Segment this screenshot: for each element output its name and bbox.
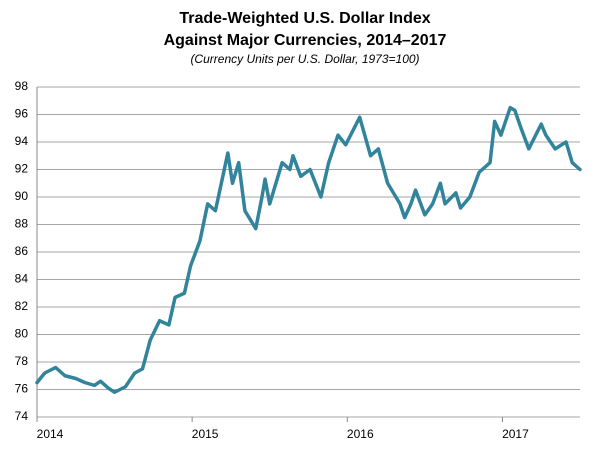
chart-subtitle: (Currency Units per U.S. Dollar, 1973=10… [190,52,419,66]
y-tick-label: 80 [15,327,29,341]
y-tick-label: 82 [15,299,29,313]
chart-title: Trade-Weighted U.S. Dollar Index [179,10,430,27]
y-tick-label: 74 [15,409,29,423]
x-tick-label: 2016 [347,427,374,441]
x-tick-label: 2014 [37,427,64,441]
y-tick-label: 94 [15,134,29,148]
x-tick-label: 2017 [502,427,529,441]
x-tick-label: 2015 [192,427,219,441]
y-tick-label: 76 [15,382,29,396]
y-tick-label: 98 [15,79,29,93]
y-tick-label: 90 [15,189,29,203]
y-tick-label: 86 [15,244,29,258]
y-tick-label: 78 [15,354,29,368]
chart-title: Against Major Currencies, 2014–2017 [164,32,447,49]
line-series [35,105,582,394]
y-tick-label: 92 [15,162,29,176]
y-tick-label: 88 [15,217,29,231]
y-tick-label: 84 [15,272,29,286]
y-tick-label: 96 [15,107,29,121]
